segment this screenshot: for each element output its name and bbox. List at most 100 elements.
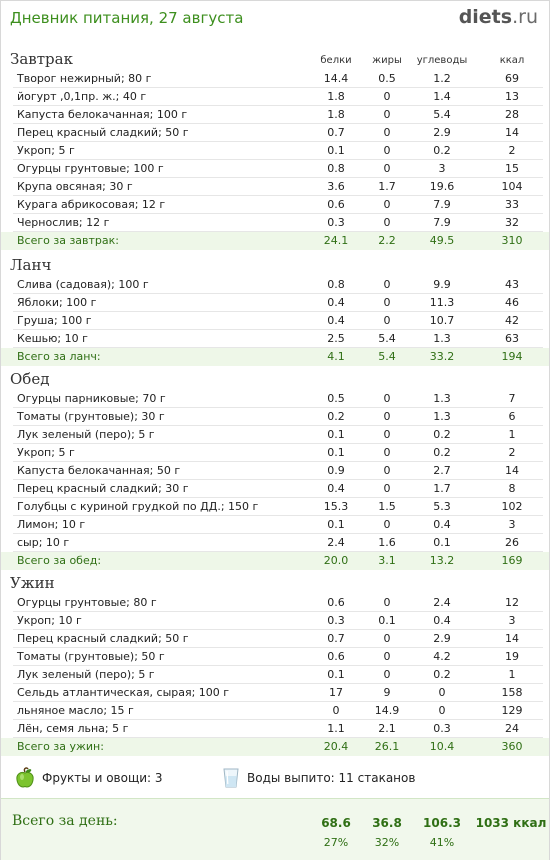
cell-protein: 0.1 bbox=[327, 668, 345, 681]
table-row[interactable]: Чернослив; 12 г 0.3 0 7.9 32 bbox=[1, 214, 549, 232]
cell-fat: 3.1 bbox=[378, 554, 396, 567]
column-header-kcal: ккал bbox=[499, 55, 525, 66]
cell-carbs: 0 bbox=[438, 704, 446, 717]
table-row[interactable]: Груша; 100 г 0.4 0 10.7 42 bbox=[1, 312, 549, 330]
cell-carbs: 0.4 bbox=[433, 518, 451, 531]
table-row[interactable]: Перец красный сладкий; 50 г 0.7 0 2.9 14 bbox=[1, 630, 549, 648]
food-name: Перец красный сладкий; 30 г bbox=[17, 482, 189, 495]
food-name: Лён, семя льна; 5 г bbox=[17, 722, 129, 735]
cell-kcal: 28 bbox=[505, 108, 519, 121]
cell-fat: 0.1 bbox=[378, 614, 396, 627]
table-row[interactable]: льняное масло; 15 г 0 14.9 0 129 bbox=[1, 702, 549, 720]
cell-carbs: 2.4 bbox=[433, 596, 451, 609]
table-row[interactable]: сыр; 10 г 2.4 1.6 0.1 26 bbox=[1, 534, 549, 552]
cell-kcal: 14 bbox=[505, 632, 519, 645]
total-label: Всего за ланч: bbox=[17, 350, 101, 363]
row-divider bbox=[13, 159, 543, 160]
table-row[interactable]: Крупа овсяная; 30 г 3.6 1.7 19.6 104 bbox=[1, 178, 549, 196]
cell-protein: 0.1 bbox=[327, 144, 345, 157]
row-divider bbox=[13, 737, 543, 738]
row-divider bbox=[13, 701, 543, 702]
table-row[interactable]: Томаты (грунтовые); 30 г 0.2 0 1.3 6 bbox=[1, 408, 549, 426]
table-row[interactable]: Слива (садовая); 100 г 0.8 0 9.9 43 bbox=[1, 276, 549, 294]
table-row[interactable]: Лён, семя льна; 5 г 1.1 2.1 0.3 24 bbox=[1, 720, 549, 738]
cell-fat: 0 bbox=[383, 650, 391, 663]
table-row[interactable]: Укроп; 5 г 0.1 0 0.2 2 bbox=[1, 444, 549, 462]
cell-carbs: 1.3 bbox=[433, 332, 451, 345]
row-divider bbox=[13, 461, 543, 462]
cell-fat: 0 bbox=[383, 162, 391, 175]
cell-protein: 0.6 bbox=[327, 198, 345, 211]
table-row[interactable]: Огурцы грунтовые; 100 г 0.8 0 3 15 bbox=[1, 160, 549, 178]
cell-carbs: 33.2 bbox=[429, 350, 455, 363]
cell-fat: 0 bbox=[383, 108, 391, 121]
cell-fat: 0 bbox=[383, 216, 391, 229]
row-divider bbox=[13, 425, 543, 426]
cell-carbs: 0.4 bbox=[433, 614, 451, 627]
cell-carbs: 0.2 bbox=[433, 428, 451, 441]
table-row[interactable]: Перец красный сладкий; 30 г 0.4 0 1.7 8 bbox=[1, 480, 549, 498]
cell-protein: 0.4 bbox=[327, 482, 345, 495]
food-name: Укроп; 5 г bbox=[17, 446, 75, 459]
section-title: Завтрак bbox=[10, 50, 73, 68]
table-row[interactable]: Укроп; 5 г 0.1 0 0.2 2 bbox=[1, 142, 549, 160]
cell-protein: 4.1 bbox=[327, 350, 345, 363]
food-name: Капуста белокачанная; 50 г bbox=[17, 464, 181, 477]
row-divider bbox=[13, 293, 543, 294]
table-row[interactable]: Сельдь атлантическая, сырая; 100 г 17 9 0 15… bbox=[1, 684, 549, 702]
cell-protein: 1.8 bbox=[327, 108, 345, 121]
food-name: Груша; 100 г bbox=[17, 314, 92, 327]
table-row[interactable]: Укроп; 10 г 0.3 0.1 0.4 3 bbox=[1, 612, 549, 630]
table-row[interactable]: йогурт ,0,1пр. ж.; 40 г 1.8 0 1.4 13 bbox=[1, 88, 549, 106]
day-protein-pct: 27% bbox=[323, 836, 349, 849]
cell-fat: 0 bbox=[383, 518, 391, 531]
table-row[interactable]: Огурцы грунтовые; 80 г 0.6 0 2.4 12 bbox=[1, 594, 549, 612]
table-row[interactable]: Голубцы с куриной грудкой по ДД.; 150 г 1… bbox=[1, 498, 549, 516]
table-row[interactable]: Капуста белокачанная; 100 г 1.8 0 5.4 28 bbox=[1, 106, 549, 124]
table-row[interactable]: Творог нежирный; 80 г 14.4 0.5 1.2 69 bbox=[1, 70, 549, 88]
table-row[interactable]: Лимон; 10 г 0.1 0 0.4 3 bbox=[1, 516, 549, 534]
table-row[interactable]: Огурцы парниковые; 70 г 0.5 0 1.3 7 bbox=[1, 390, 549, 408]
cell-protein: 3.6 bbox=[327, 180, 345, 193]
site-logo[interactable]: diets.ru bbox=[459, 6, 538, 28]
cell-protein: 0.7 bbox=[327, 632, 345, 645]
food-name: Лимон; 10 г bbox=[17, 518, 86, 531]
cell-carbs: 5.3 bbox=[433, 500, 451, 513]
cell-kcal: 3 bbox=[508, 614, 516, 627]
food-name: Сельдь атлантическая, сырая; 100 г bbox=[17, 686, 230, 699]
cell-carbs: 11.3 bbox=[429, 296, 455, 309]
table-row[interactable]: Кешью; 10 г 2.5 5.4 1.3 63 bbox=[1, 330, 549, 348]
table-row[interactable]: Капуста белокачанная; 50 г 0.9 0 2.7 14 bbox=[1, 462, 549, 480]
table-row[interactable]: Перец красный сладкий; 50 г 0.7 0 2.9 14 bbox=[1, 124, 549, 142]
header: Дневник питания, 27 августа diets.ru bbox=[1, 1, 549, 33]
cell-fat: 0 bbox=[383, 410, 391, 423]
cell-protein: 0.9 bbox=[327, 464, 345, 477]
cell-carbs: 5.4 bbox=[433, 108, 451, 121]
table-row[interactable]: Томаты (грунтовые); 50 г 0.6 0 4.2 19 bbox=[1, 648, 549, 666]
food-name: Перец красный сладкий; 50 г bbox=[17, 632, 189, 645]
table-row[interactable]: Яблоки; 100 г 0.4 0 11.3 46 bbox=[1, 294, 549, 312]
cell-kcal: 2 bbox=[508, 446, 516, 459]
cell-kcal: 63 bbox=[505, 332, 519, 345]
cell-fat: 2.1 bbox=[378, 722, 396, 735]
cell-kcal: 194 bbox=[501, 350, 523, 363]
cell-fat: 0 bbox=[383, 632, 391, 645]
cell-protein: 0.8 bbox=[327, 278, 345, 291]
cell-kcal: 129 bbox=[501, 704, 523, 717]
cell-fat: 0.5 bbox=[378, 72, 396, 85]
row-divider bbox=[13, 497, 543, 498]
cell-protein: 0.6 bbox=[327, 596, 345, 609]
section-title: Обед bbox=[10, 370, 50, 388]
day-carbs-pct: 41% bbox=[429, 836, 455, 849]
table-row[interactable]: Курага абрикосовая; 12 г 0.6 0 7.9 33 bbox=[1, 196, 549, 214]
cell-carbs: 0 bbox=[438, 686, 446, 699]
cell-carbs: 2.7 bbox=[433, 464, 451, 477]
row-divider bbox=[13, 533, 543, 534]
row-divider bbox=[13, 195, 543, 196]
table-row[interactable]: Лук зеленый (перо); 5 г 0.1 0 0.2 1 bbox=[1, 666, 549, 684]
table-row[interactable]: Лук зеленый (перо); 5 г 0.1 0 0.2 1 bbox=[1, 426, 549, 444]
cell-protein: 0.1 bbox=[327, 518, 345, 531]
cell-kcal: 33 bbox=[505, 198, 519, 211]
section-title: Ланч bbox=[10, 256, 52, 274]
